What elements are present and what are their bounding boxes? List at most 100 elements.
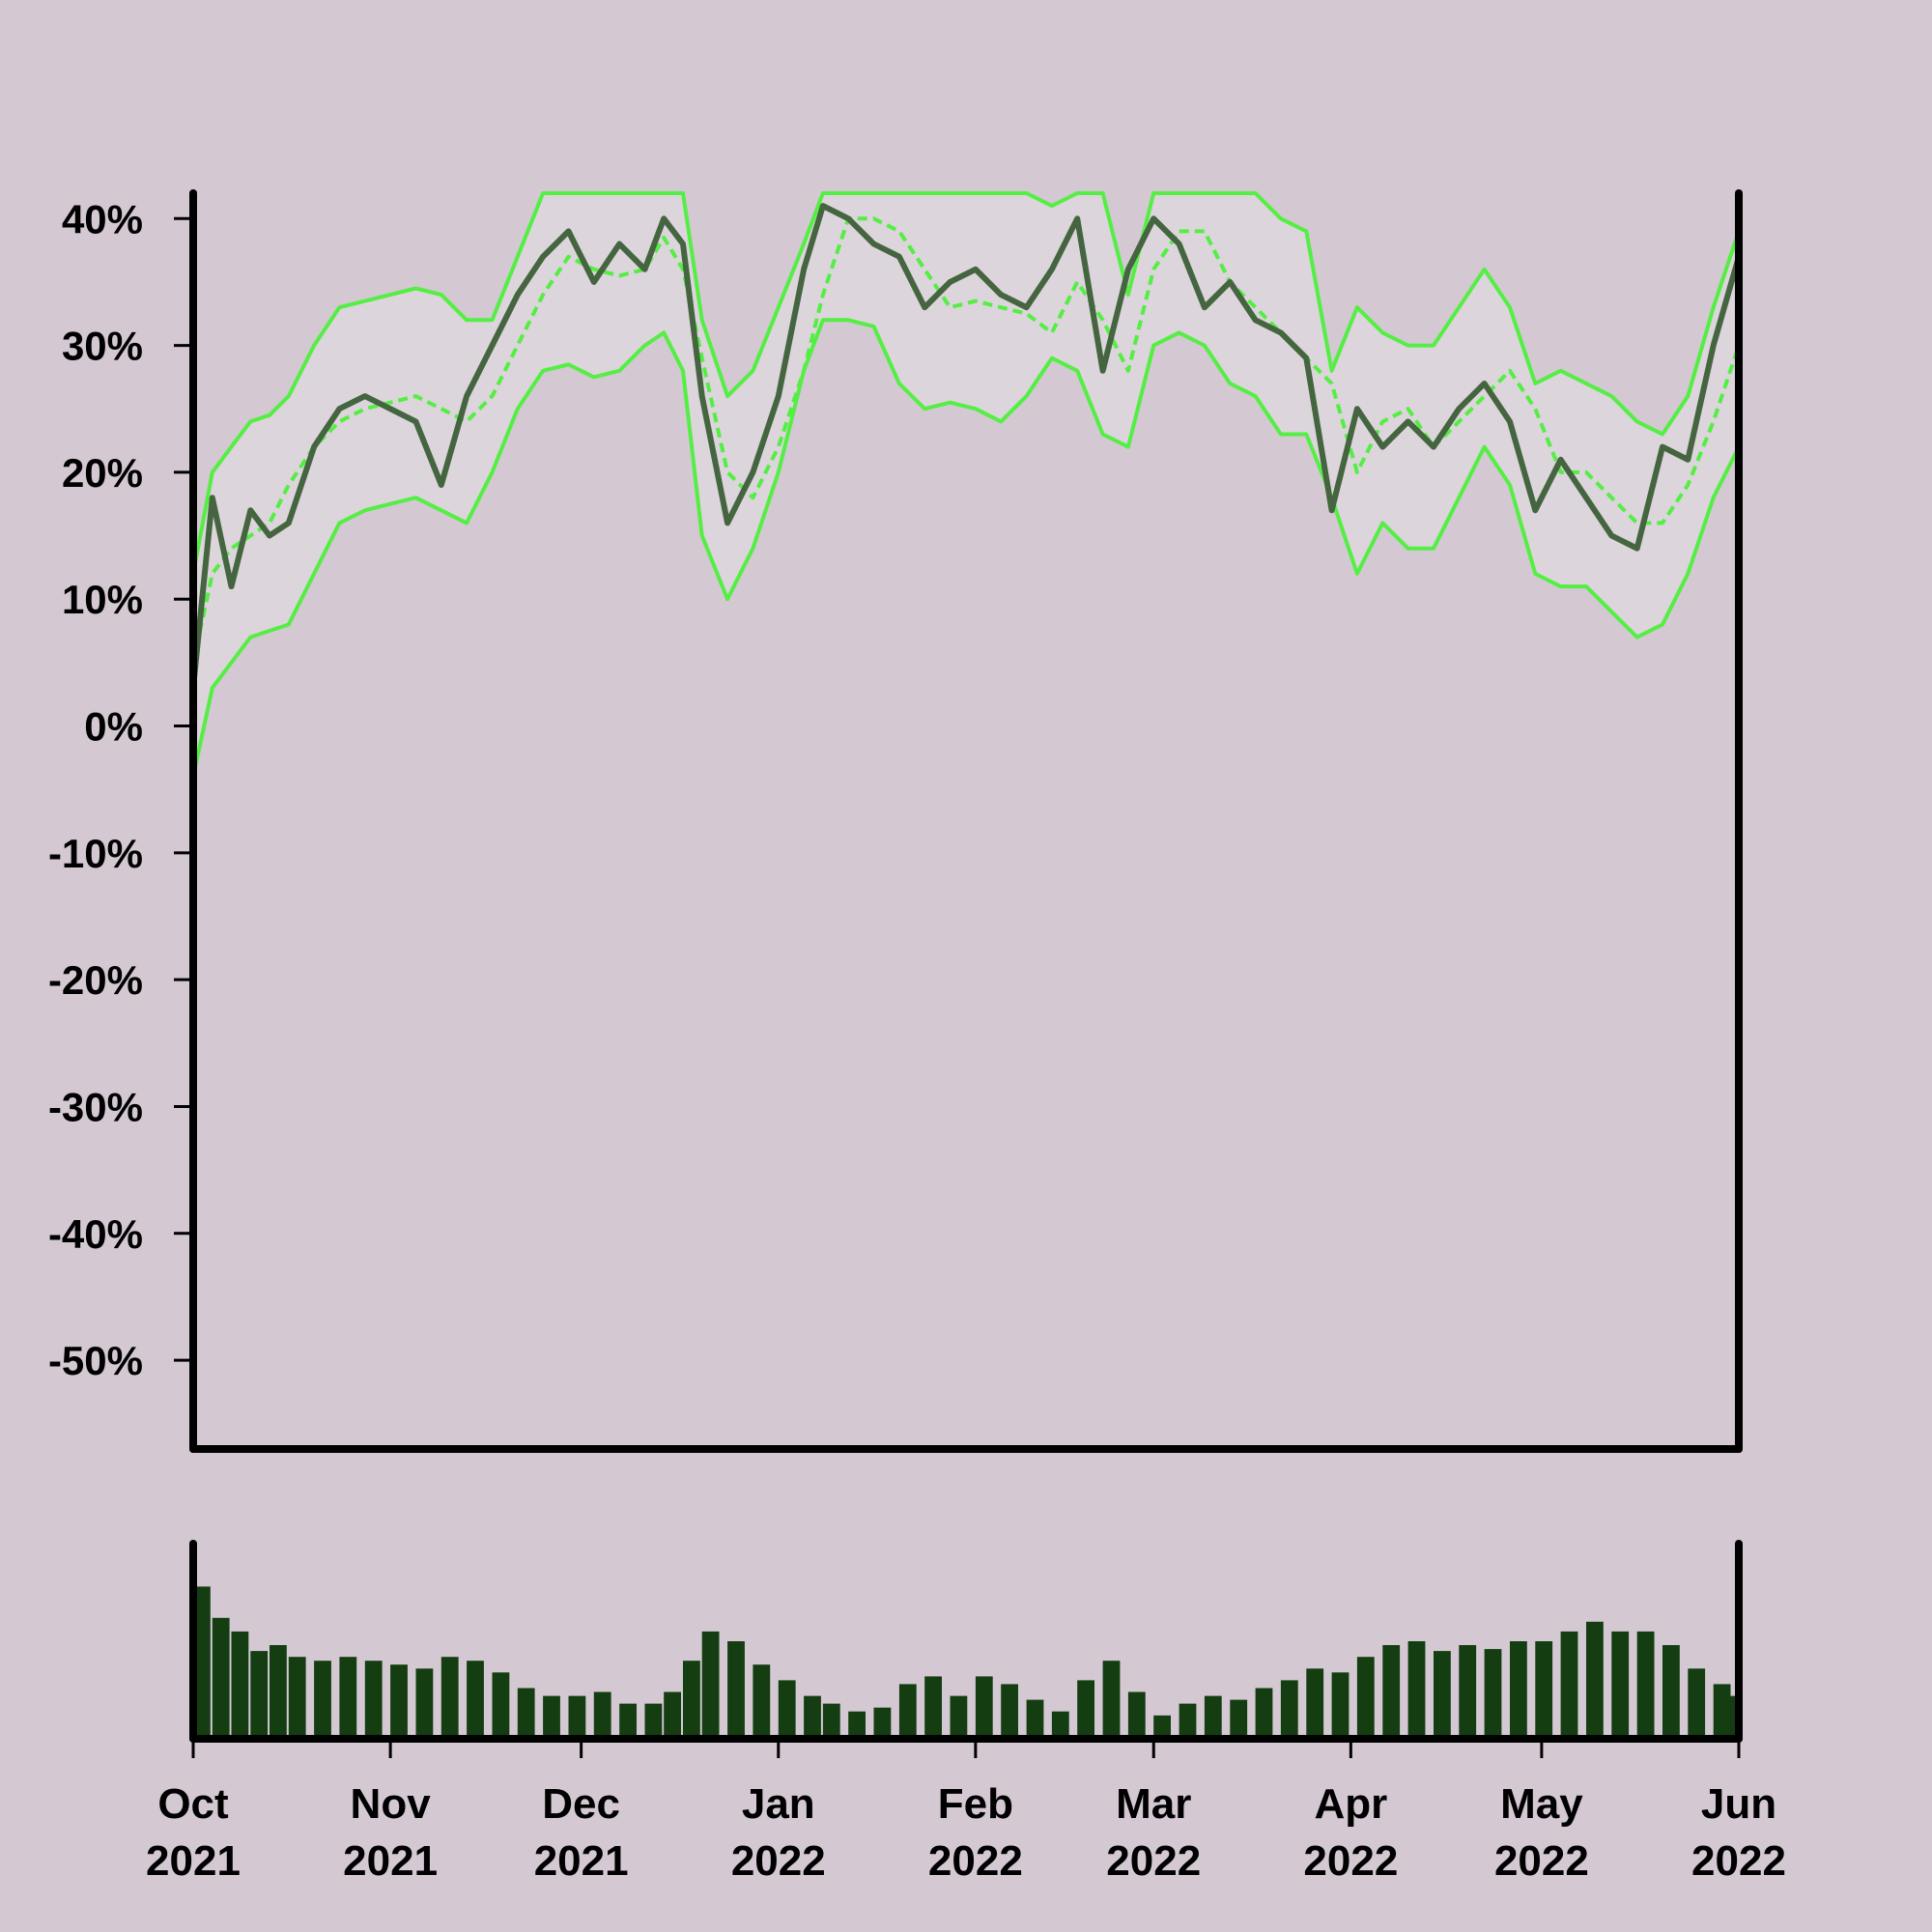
y-tick-label: 40% <box>62 196 143 242</box>
volume-bar <box>1636 1631 1655 1739</box>
volume-bar <box>619 1703 637 1739</box>
volume-bar <box>1331 1672 1350 1739</box>
volume-bar <box>250 1651 269 1739</box>
volume-bar <box>1026 1699 1044 1739</box>
y-tick-label: -30% <box>48 1084 143 1129</box>
y-tick-label: 0% <box>84 704 143 750</box>
volume-bar <box>1127 1691 1146 1739</box>
volume-bar <box>778 1680 796 1739</box>
y-tick-label: -10% <box>48 831 143 876</box>
price-panel <box>189 189 1743 1453</box>
volume-bar <box>1204 1695 1222 1739</box>
volume-bar <box>1255 1688 1273 1739</box>
volume-bar <box>873 1707 892 1739</box>
lower-band-line <box>191 318 1741 778</box>
x-tick-month-label: Dec <box>542 1780 620 1828</box>
x-tick-year-label: 2021 <box>146 1837 241 1885</box>
volume-bar <box>1102 1661 1121 1739</box>
volume-bar <box>1560 1631 1578 1739</box>
volume-bar <box>543 1695 560 1739</box>
volume-bar <box>822 1703 840 1739</box>
volume-bar <box>1535 1641 1553 1739</box>
y-tick-label: 10% <box>62 577 143 622</box>
volume-bar <box>975 1676 993 1739</box>
volume-bar <box>492 1672 510 1739</box>
volume-bar <box>212 1617 230 1739</box>
volume-bar <box>440 1657 459 1739</box>
volume-bar <box>314 1661 331 1739</box>
volume-bar <box>1721 1695 1739 1739</box>
volume-bar <box>270 1645 287 1739</box>
volume-bar <box>701 1631 720 1739</box>
y-tick-label: -50% <box>48 1338 143 1383</box>
volume-bar <box>415 1668 434 1739</box>
volume-bar <box>1484 1649 1502 1739</box>
x-tick-month-label: Jan <box>742 1780 815 1828</box>
volume-bar <box>1051 1711 1069 1739</box>
volume-bar <box>288 1657 306 1739</box>
volume-bar <box>1407 1641 1426 1739</box>
x-tick-year-label: 2021 <box>343 1837 438 1885</box>
y-axis: 40% 30% 20% 10% 0% -10% -20% -30% -40% -50% <box>48 196 193 1383</box>
middle-band-line <box>191 216 1741 664</box>
volume-bar <box>339 1657 357 1739</box>
price-line <box>190 203 1742 689</box>
volume-bar <box>517 1688 535 1739</box>
x-tick-month-label: Jun <box>1701 1780 1776 1828</box>
volume-bar <box>1077 1680 1094 1739</box>
volume-bar <box>848 1711 866 1739</box>
x-tick-year-label: 2022 <box>928 1837 1023 1885</box>
volume-bar <box>924 1676 942 1739</box>
y-tick-label: -20% <box>48 957 143 1003</box>
y-tick-label: -40% <box>48 1211 143 1257</box>
bollinger-band-area <box>193 193 1739 777</box>
volume-bar <box>1510 1641 1527 1739</box>
volume-bar <box>753 1664 771 1739</box>
x-tick-month-label: May <box>1500 1780 1583 1828</box>
x-tick-year-label: 2022 <box>1494 1837 1589 1885</box>
x-tick-month-label: Apr <box>1314 1780 1387 1828</box>
volume-bar <box>1280 1680 1298 1739</box>
volume-bar <box>1459 1645 1477 1739</box>
x-tick-year-label: 2022 <box>731 1837 826 1885</box>
x-tick-month-label: Feb <box>938 1780 1013 1828</box>
volume-bar <box>1001 1684 1018 1739</box>
volume-bar <box>390 1664 408 1739</box>
volume-bar <box>1356 1657 1375 1739</box>
upper-band-line <box>191 191 1741 575</box>
y-tick-label: 20% <box>62 450 143 496</box>
volume-bar <box>1306 1668 1324 1739</box>
volume-bar <box>664 1691 681 1739</box>
volume-bar <box>593 1691 611 1739</box>
volume-bar <box>1382 1645 1401 1739</box>
volume-bar <box>568 1695 586 1739</box>
x-tick-year-label: 2021 <box>534 1837 629 1885</box>
x-axis: Oct 2021 Nov 2021 Dec 2021 Jan 2022 Feb 2022 Mar 20… <box>146 1739 1786 1885</box>
volume-bar <box>1434 1651 1451 1739</box>
x-tick-month-label: Oct <box>157 1780 229 1828</box>
volume-bar <box>1611 1631 1630 1739</box>
volume-bar <box>804 1695 821 1739</box>
volume-bar <box>1662 1645 1680 1739</box>
x-tick-year-label: 2022 <box>1303 1837 1398 1885</box>
volume-bar <box>1688 1668 1706 1739</box>
volume-panel <box>189 1540 1743 1743</box>
volume-bar <box>898 1684 917 1739</box>
volume-bar <box>950 1695 968 1739</box>
volume-bar <box>1586 1621 1604 1739</box>
volume-bar <box>1153 1715 1171 1739</box>
volume-bar <box>644 1703 663 1739</box>
x-tick-month-label: Mar <box>1116 1780 1191 1828</box>
y-tick-label: 30% <box>62 324 143 369</box>
volume-bar <box>231 1631 249 1739</box>
volume-bar <box>683 1661 700 1739</box>
volume-bar <box>1179 1703 1197 1739</box>
volume-bar <box>193 1586 211 1739</box>
volume-bar <box>1230 1699 1248 1739</box>
x-tick-year-label: 2022 <box>1691 1837 1786 1885</box>
x-tick-month-label: Nov <box>351 1780 432 1828</box>
volume-bar <box>364 1661 383 1739</box>
volume-bar <box>727 1641 745 1739</box>
volume-bar <box>467 1661 484 1739</box>
